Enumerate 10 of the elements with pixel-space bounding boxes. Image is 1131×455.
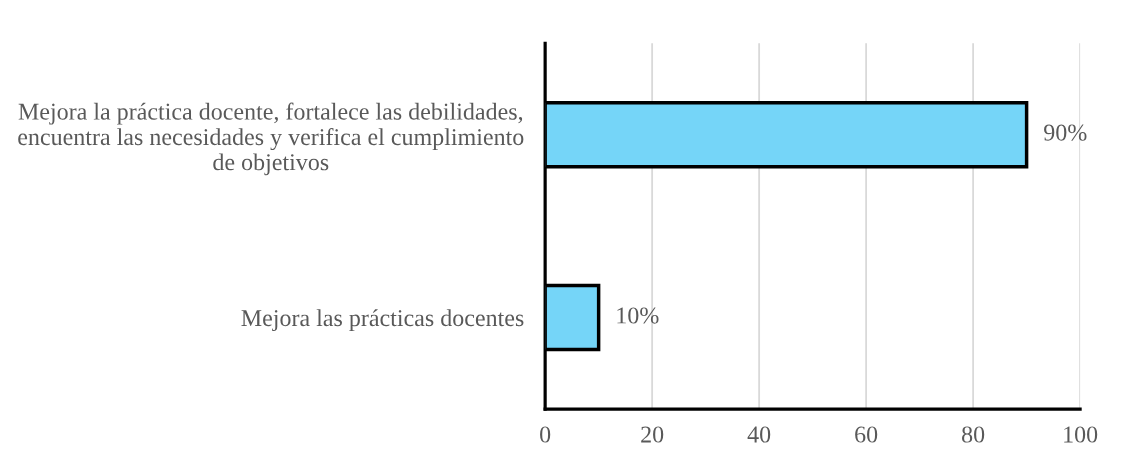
data-label: 10%: [617, 307, 659, 324]
x-tick-label: 100: [1064, 426, 1098, 443]
x-tick-label: 80: [962, 426, 985, 443]
data-label: 90%: [1044, 124, 1087, 141]
y-tick-label: Mejora las prácticas docentes: [241, 309, 524, 332]
x-tick-label: 0: [540, 426, 551, 443]
x-tick-label: 40: [747, 426, 771, 443]
y-tick-label: Mejora la práctica docente, fortalece las debilidades, encuentra las necesidades y verifica el cumplimiento de objetivos: [18, 102, 524, 176]
x-tick-label: 20: [641, 426, 664, 443]
x-tick-label: 60: [855, 426, 878, 443]
